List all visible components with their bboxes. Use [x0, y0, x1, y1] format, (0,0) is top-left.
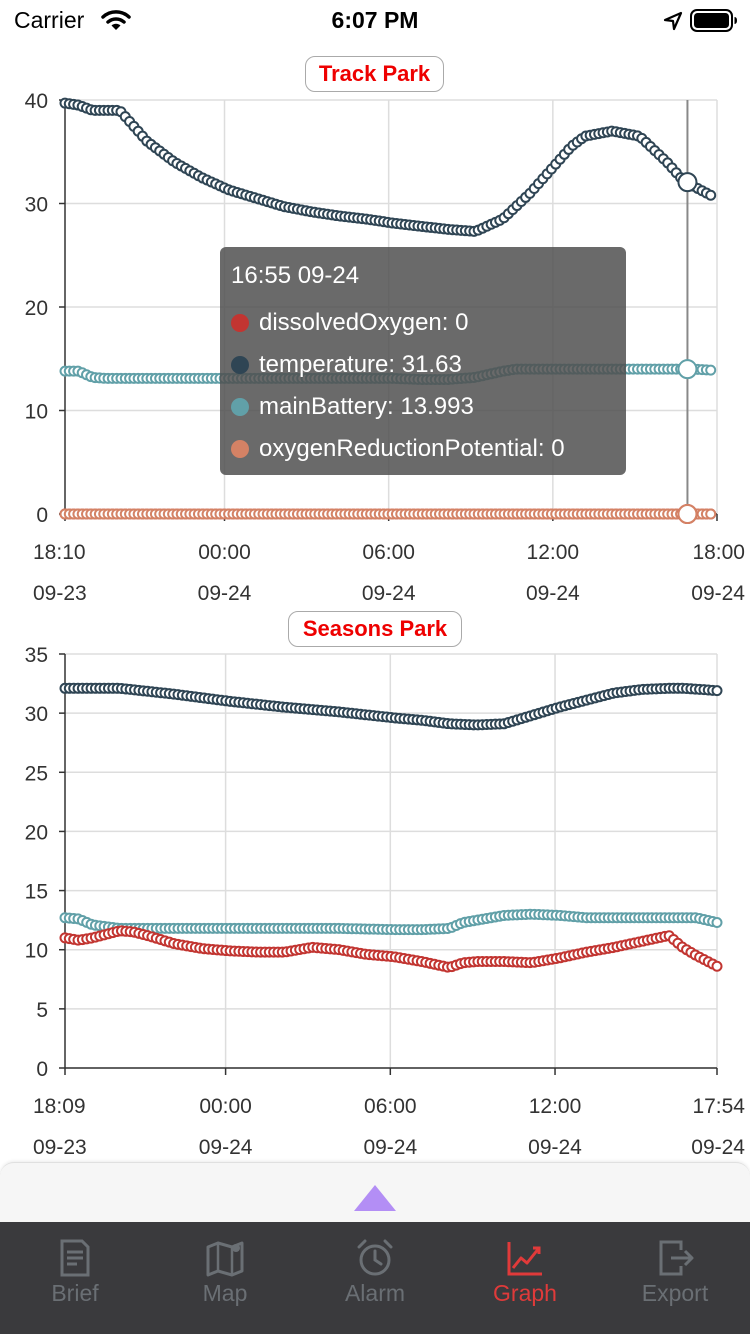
series-color-dot	[231, 440, 249, 458]
battery-icon	[690, 9, 738, 38]
x-tick-label-date: 09-23	[33, 582, 87, 605]
series-oxygenReductionPotential	[59, 508, 717, 520]
y-tick-label: 35	[25, 644, 48, 667]
data-point	[705, 189, 717, 201]
data-point	[711, 917, 723, 929]
highlighted-point	[677, 504, 698, 524]
x-tick-label-time: 17:54	[692, 1095, 745, 1118]
tooltip-row-dissolved-oxygen: dissolvedOxygen: 0	[231, 302, 626, 344]
y-tick-label: 30	[25, 703, 48, 726]
x-tick-label-date: 09-24	[362, 582, 416, 605]
tooltip-value: mainBattery: 13.993	[259, 393, 474, 420]
wifi-icon	[101, 9, 131, 36]
seasons-park-chart[interactable]: 0510152025303518:0909-2300:0009-2406:000…	[0, 0, 750, 1165]
alarm-clock-icon	[357, 1239, 393, 1276]
y-tick-label: 20	[25, 297, 48, 320]
series-color-dot	[231, 356, 249, 374]
tooltip-value: oxygenReductionPotential: 0	[259, 435, 565, 462]
x-tick-label-date: 09-24	[363, 1136, 417, 1159]
tooltip-row-oxygen-reduction-potential: oxygenReductionPotential: 0	[231, 428, 626, 470]
data-point	[705, 364, 717, 376]
location-arrow-icon	[663, 11, 683, 36]
series-temperature	[59, 682, 723, 731]
y-tick-label: 30	[25, 194, 48, 217]
x-tick-label-date: 09-24	[691, 1136, 745, 1159]
tab-label: Map	[202, 1280, 248, 1306]
x-tick-label-time: 18:00	[692, 541, 745, 564]
x-tick-label-date: 09-24	[691, 582, 745, 605]
tab-label: Graph	[493, 1280, 557, 1306]
triangle-up-icon[interactable]	[354, 1185, 396, 1211]
tab-brief[interactable]: Brief	[0, 1222, 150, 1334]
highlighted-point	[677, 359, 698, 380]
x-tick-label-date: 09-23	[33, 1136, 87, 1159]
x-tick-label-time: 00:00	[199, 1095, 252, 1118]
y-tick-label: 0	[36, 1058, 48, 1081]
y-tick-label: 0	[36, 504, 48, 527]
x-tick-label-date: 09-24	[528, 1136, 582, 1159]
tooltip-value: temperature: 31.63	[259, 351, 462, 378]
y-tick-label: 10	[25, 940, 48, 963]
carrier-label: Carrier	[14, 7, 85, 33]
document-icon	[60, 1239, 90, 1277]
series-color-dot	[231, 398, 249, 416]
map-icon	[206, 1241, 244, 1277]
data-point	[711, 960, 723, 972]
series-dissolvedOxygen	[59, 925, 723, 973]
x-tick-label-date: 09-24	[198, 582, 252, 605]
chart-title-seasons-park: Seasons Park	[288, 611, 462, 647]
y-tick-label: 40	[25, 90, 48, 113]
x-tick-label-time: 06:00	[362, 541, 415, 564]
tooltip-time: 16:55 09-24	[231, 262, 360, 289]
tooltip-row-main-battery: mainBattery: 13.993	[231, 386, 626, 428]
status-bar: Carrier 6:07 PM	[0, 0, 750, 40]
tab-label: Alarm	[344, 1280, 406, 1306]
x-tick-label-time: 12:00	[527, 541, 580, 564]
x-tick-label-time: 18:09	[33, 1095, 86, 1118]
bottom-drawer	[0, 1162, 750, 1233]
line-chart-icon	[507, 1242, 542, 1276]
tab-alarm[interactable]: Alarm	[300, 1222, 450, 1334]
data-point	[711, 685, 723, 697]
tab-graph[interactable]: Graph	[450, 1222, 600, 1334]
tab-map[interactable]: Map	[150, 1222, 300, 1334]
y-tick-label: 15	[25, 881, 48, 904]
tooltip-value: dissolvedOxygen: 0	[259, 309, 469, 336]
tab-label: Export	[641, 1280, 709, 1306]
x-tick-label-time: 18:10	[33, 541, 86, 564]
y-tick-label: 5	[36, 999, 48, 1022]
chart-tooltip: 16:55 09-24 dissolvedOxygen: 0 temperatu…	[220, 247, 626, 475]
x-tick-label-date: 09-24	[199, 1136, 253, 1159]
export-icon	[659, 1240, 694, 1276]
series-color-dot	[231, 314, 249, 332]
x-tick-label-time: 12:00	[529, 1095, 582, 1118]
x-tick-label-time: 00:00	[198, 541, 251, 564]
series-mainBattery	[59, 908, 723, 936]
y-tick-label: 25	[25, 762, 48, 785]
tooltip-row-temperature: temperature: 31.63	[231, 344, 626, 386]
highlighted-point	[677, 172, 698, 193]
x-tick-label-time: 06:00	[364, 1095, 417, 1118]
x-tick-label-date: 09-24	[526, 582, 580, 605]
track-park-chart[interactable]: 0 10 20 30 40 18:10 09-23 00:00 09-24 06:00 09-24 1…	[0, 0, 750, 610]
tab-export[interactable]: Export	[600, 1222, 750, 1334]
tab-label: Brief	[51, 1280, 99, 1306]
clock-time: 6:07 PM	[331, 7, 419, 33]
data-point	[705, 508, 717, 520]
y-tick-label: 20	[25, 821, 48, 844]
series-temperature	[59, 97, 717, 237]
y-tick-label: 10	[25, 401, 48, 424]
chart-title-track-park: Track Park	[305, 56, 444, 92]
tab-bar: Brief Map Alarm Graph Export	[0, 1222, 750, 1334]
